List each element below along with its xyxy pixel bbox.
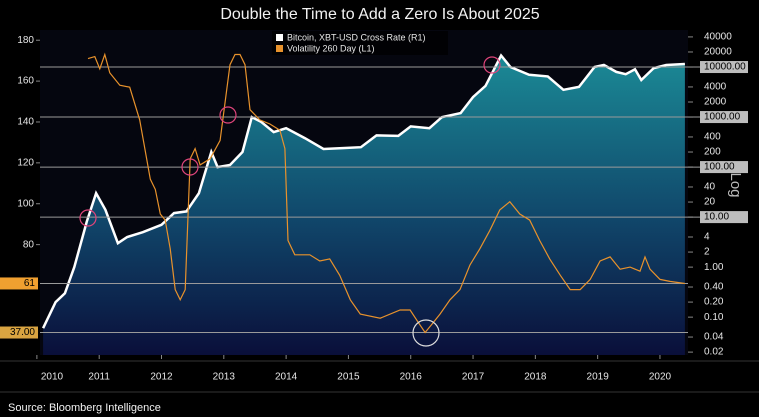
y2-tick-label: 20000 [704, 47, 732, 58]
y-tick-label: 140 [17, 117, 34, 128]
y2-tick-label: 4 [704, 232, 710, 243]
y2-tick-label: 40000 [704, 32, 732, 43]
y2-tick-label: 2 [704, 247, 710, 258]
y2-tick-label: 10000.00 [704, 62, 746, 73]
x-tick-label: 2018 [524, 372, 547, 383]
y2-tick-label: 0.10 [704, 312, 724, 323]
y2-tick-label: 0.04 [704, 332, 724, 343]
y2-tick-box [700, 61, 748, 74]
marker-box [0, 326, 38, 339]
y2-tick-label: 20 [704, 197, 716, 208]
x-tick-label: 2010 [41, 372, 64, 383]
x-tick-label: 2020 [649, 372, 672, 383]
annotation-circle [79, 209, 97, 227]
y-tick-label: 120 [17, 158, 34, 169]
y2-axis-label: Log [727, 172, 744, 197]
legend-label: Volatility 260 Day (L1) [287, 43, 375, 53]
y-tick-label: 180 [17, 35, 34, 46]
marker-box [0, 277, 38, 290]
chart-title: Double the Time to Add a Zero Is About 2… [220, 6, 539, 23]
legend-swatch [276, 45, 283, 52]
y2-tick-box [700, 111, 748, 124]
y2-tick-label: 10.00 [704, 212, 729, 223]
y2-tick-label: 40 [704, 182, 716, 193]
plot-layer: 80 100 120 140 160 180 40000 20000 10000.00 4000 2… [0, 31, 748, 358]
x-tick-label: 2014 [275, 372, 298, 383]
y-tick-label: 80 [23, 239, 35, 250]
legend-swatch [276, 34, 283, 41]
y2-tick-label: 1000.00 [704, 112, 741, 123]
x-tick-label: 2011 [88, 372, 110, 383]
y2-tick-label: 0.02 [704, 347, 724, 358]
y2-tick-label: 4000 [704, 82, 727, 93]
y2-tick-label: 400 [704, 132, 721, 143]
y2-tick-box [700, 211, 748, 224]
source: Source: Bloomberg Intelligence [8, 402, 161, 414]
x-tick-label: 2015 [337, 372, 360, 383]
x-tick-label: 2019 [587, 372, 610, 383]
line [87, 52, 685, 334]
y-tick-label: 100 [17, 198, 34, 209]
x-tick-label: 2016 [400, 372, 423, 383]
y-tick-label: 160 [17, 76, 34, 87]
annotation-circle [483, 56, 501, 74]
y2-tick-label: 2000 [704, 97, 727, 108]
annotation-circle [219, 106, 237, 124]
y2-tick-label: 0.20 [704, 297, 724, 308]
y2-tick-box [700, 161, 748, 174]
y2-tick-label: 1.00 [704, 262, 724, 273]
x-tick-label: 2013 [213, 372, 236, 383]
annotation-circle [412, 319, 440, 347]
y2-tick-label: 0.40 [704, 282, 724, 293]
x-tick-label: 2017 [462, 372, 485, 383]
marker-label: 37.00 [10, 327, 35, 338]
area [43, 55, 685, 355]
y2-tick-label: 100.00 [704, 162, 735, 173]
legend-box [272, 31, 448, 55]
legend-label: Bitcoin, XBT-USD Cross Rate (R1) [287, 32, 426, 42]
y2-tick-label: 200 [704, 147, 721, 158]
marker-label: 61 [24, 278, 36, 289]
annotation-circle [181, 158, 199, 176]
x-tick-label: 2012 [150, 372, 173, 383]
